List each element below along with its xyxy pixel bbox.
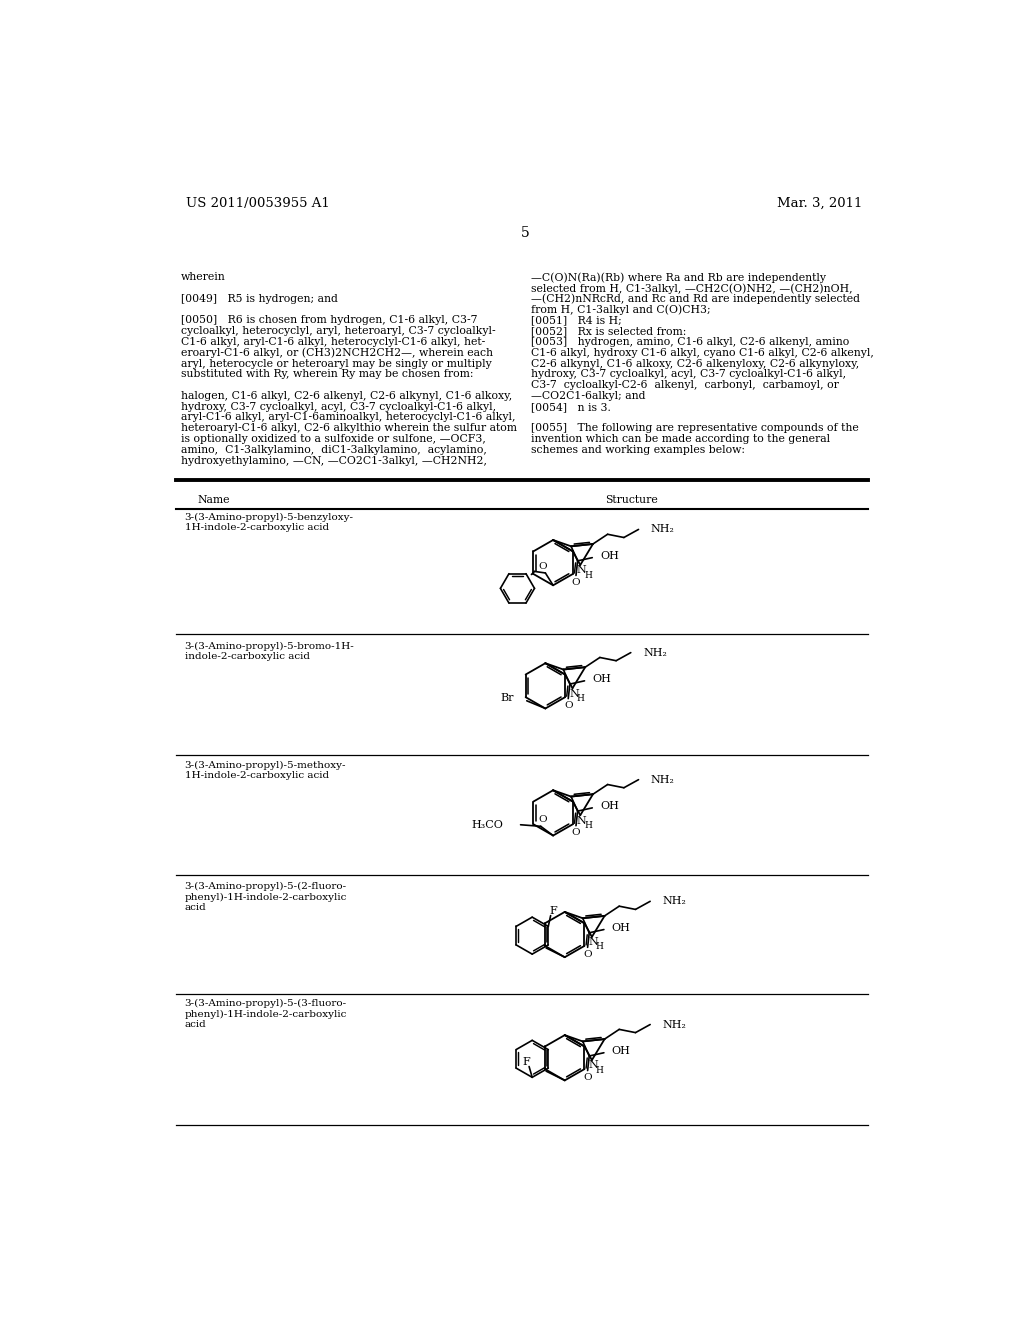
Text: [0052]   Rx is selected from:: [0052] Rx is selected from:: [531, 326, 686, 337]
Text: wherein: wherein: [180, 272, 225, 282]
Text: halogen, C1-6 alkyl, C2-6 alkenyl, C2-6 alkynyl, C1-6 alkoxy,: halogen, C1-6 alkyl, C2-6 alkenyl, C2-6 …: [180, 391, 512, 401]
Text: 3-(3-Amino-propyl)-5-bromo-1H-
indole-2-carboxylic acid: 3-(3-Amino-propyl)-5-bromo-1H- indole-2-…: [184, 642, 354, 661]
Text: eroaryl-C1-6 alkyl, or (CH3)2NCH2CH2—, wherein each: eroaryl-C1-6 alkyl, or (CH3)2NCH2CH2—, w…: [180, 348, 493, 359]
Text: selected from H, C1-3alkyl, —CH2C(O)NH2, —(CH2)nOH,: selected from H, C1-3alkyl, —CH2C(O)NH2,…: [531, 284, 853, 294]
Text: H: H: [577, 694, 585, 702]
Text: OH: OH: [611, 923, 631, 933]
Text: cycloalkyl, heterocyclyl, aryl, heteroaryl, C3-7 cycloalkyl-: cycloalkyl, heterocyclyl, aryl, heteroar…: [180, 326, 496, 337]
Text: —C(O)N(Ra)(Rb) where Ra and Rb are independently: —C(O)N(Ra)(Rb) where Ra and Rb are indep…: [531, 272, 826, 282]
Text: [0055]   The following are representative compounds of the: [0055] The following are representative …: [531, 424, 859, 433]
Text: 3-(3-Amino-propyl)-5-(2-fluoro-
phenyl)-1H-indole-2-carboxylic
acid: 3-(3-Amino-propyl)-5-(2-fluoro- phenyl)-…: [184, 882, 347, 912]
Text: O: O: [538, 814, 547, 824]
Text: H: H: [584, 821, 592, 830]
Text: O: O: [539, 562, 548, 572]
Text: O: O: [571, 578, 581, 587]
Text: NH₂: NH₂: [643, 648, 667, 657]
Text: hydroxy, C3-7 cycloalkyl, acyl, C3-7 cycloalkyl-C1-6 alkyl,: hydroxy, C3-7 cycloalkyl, acyl, C3-7 cyc…: [531, 370, 846, 379]
Text: aryl, heterocycle or heteroaryl may be singly or multiply: aryl, heterocycle or heteroaryl may be s…: [180, 359, 492, 368]
Text: NH₂: NH₂: [651, 775, 675, 784]
Text: H₃CO: H₃CO: [472, 820, 504, 830]
Text: is optionally oxidized to a sulfoxide or sulfone, —OCF3,: is optionally oxidized to a sulfoxide or…: [180, 434, 485, 444]
Text: C1-6 alkyl, aryl-C1-6 alkyl, heterocyclyl-C1-6 alkyl, het-: C1-6 alkyl, aryl-C1-6 alkyl, heterocycly…: [180, 337, 485, 347]
Text: 5: 5: [520, 226, 529, 240]
Text: NH₂: NH₂: [663, 1019, 686, 1030]
Text: substituted with Ry, wherein Ry may be chosen from:: substituted with Ry, wherein Ry may be c…: [180, 370, 473, 379]
Text: —(CH2)nNRcRd, and Rc and Rd are independently selected: —(CH2)nNRcRd, and Rc and Rd are independ…: [531, 294, 860, 305]
Text: [0053]   hydrogen, amino, C1-6 alkyl, C2-6 alkenyl, amino: [0053] hydrogen, amino, C1-6 alkyl, C2-6…: [531, 337, 849, 347]
Text: [0050]   R6 is chosen from hydrogen, C1-6 alkyl, C3-7: [0050] R6 is chosen from hydrogen, C1-6 …: [180, 315, 477, 326]
Text: Name: Name: [198, 495, 230, 504]
Text: N: N: [577, 565, 587, 576]
Text: [0051]   R4 is H;: [0051] R4 is H;: [531, 315, 622, 326]
Text: [0054]   n is 3.: [0054] n is 3.: [531, 401, 611, 412]
Text: 3-(3-Amino-propyl)-5-methoxy-
1H-indole-2-carboxylic acid: 3-(3-Amino-propyl)-5-methoxy- 1H-indole-…: [184, 760, 346, 780]
Text: N: N: [589, 937, 598, 948]
Text: F: F: [522, 1057, 529, 1067]
Text: N: N: [569, 689, 579, 698]
Text: C3-7  cycloalkyl-C2-6  alkenyl,  carbonyl,  carbamoyl, or: C3-7 cycloalkyl-C2-6 alkenyl, carbonyl, …: [531, 380, 839, 391]
Text: O: O: [584, 950, 592, 958]
Text: from H, C1-3alkyl and C(O)CH3;: from H, C1-3alkyl and C(O)CH3;: [531, 305, 711, 315]
Text: F: F: [550, 906, 558, 916]
Text: OH: OH: [600, 550, 618, 561]
Text: amino,  C1-3alkylamino,  diC1-3alkylamino,  acylamino,: amino, C1-3alkylamino, diC1-3alkylamino,…: [180, 445, 486, 455]
Text: Mar. 3, 2011: Mar. 3, 2011: [777, 197, 862, 210]
Text: N: N: [577, 816, 587, 825]
Text: H: H: [584, 570, 592, 579]
Text: H: H: [596, 1065, 603, 1074]
Text: heteroaryl-C1-6 alkyl, C2-6 alkylthio wherein the sulfur atom: heteroaryl-C1-6 alkyl, C2-6 alkylthio wh…: [180, 424, 517, 433]
Text: [0049]   R5 is hydrogen; and: [0049] R5 is hydrogen; and: [180, 294, 338, 304]
Text: OH: OH: [592, 675, 611, 684]
Text: schemes and working examples below:: schemes and working examples below:: [531, 445, 745, 455]
Text: Br: Br: [501, 693, 514, 702]
Text: O: O: [571, 828, 581, 837]
Text: Structure: Structure: [604, 495, 657, 504]
Text: OH: OH: [611, 1047, 631, 1056]
Text: US 2011/0053955 A1: US 2011/0053955 A1: [186, 197, 330, 210]
Text: C2-6 alkynyl, C1-6 alkoxy, C2-6 alkenyloxy, C2-6 alkynyloxy,: C2-6 alkynyl, C1-6 alkoxy, C2-6 alkenylo…: [531, 359, 859, 368]
Text: C1-6 alkyl, hydroxy C1-6 alkyl, cyano C1-6 alkyl, C2-6 alkenyl,: C1-6 alkyl, hydroxy C1-6 alkyl, cyano C1…: [531, 348, 873, 358]
Text: hydroxyethylamino, —CN, —CO2C1-3alkyl, —CH2NH2,: hydroxyethylamino, —CN, —CO2C1-3alkyl, —…: [180, 455, 486, 466]
Text: aryl-C1-6 alkyl, aryl-C1-6aminoalkyl, heterocyclyl-C1-6 alkyl,: aryl-C1-6 alkyl, aryl-C1-6aminoalkyl, he…: [180, 412, 515, 422]
Text: O: O: [584, 1073, 592, 1082]
Text: OH: OH: [600, 801, 618, 812]
Text: invention which can be made according to the general: invention which can be made according to…: [531, 434, 830, 444]
Text: N: N: [589, 1060, 598, 1071]
Text: —CO2C1-6alkyl; and: —CO2C1-6alkyl; and: [531, 391, 645, 401]
Text: 3-(3-Amino-propyl)-5-benzyloxy-
1H-indole-2-carboxylic acid: 3-(3-Amino-propyl)-5-benzyloxy- 1H-indol…: [184, 512, 353, 532]
Text: NH₂: NH₂: [663, 896, 686, 907]
Text: hydroxy, C3-7 cycloalkyl, acyl, C3-7 cycloalkyl-C1-6 alkyl,: hydroxy, C3-7 cycloalkyl, acyl, C3-7 cyc…: [180, 401, 496, 412]
Text: NH₂: NH₂: [651, 524, 675, 535]
Text: H: H: [596, 942, 603, 952]
Text: O: O: [564, 701, 572, 710]
Text: 3-(3-Amino-propyl)-5-(3-fluoro-
phenyl)-1H-indole-2-carboxylic
acid: 3-(3-Amino-propyl)-5-(3-fluoro- phenyl)-…: [184, 999, 347, 1030]
